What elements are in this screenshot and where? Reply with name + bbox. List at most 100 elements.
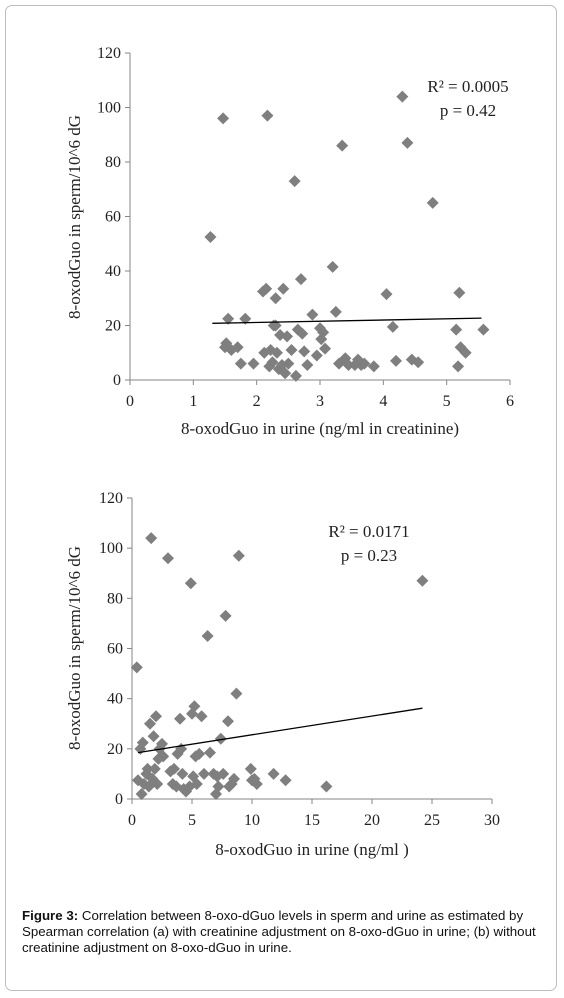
- data-point: [146, 772, 159, 785]
- data-point: [358, 357, 371, 370]
- data-point: [184, 577, 197, 590]
- data-point: [277, 282, 290, 295]
- data-point: [222, 312, 235, 325]
- data-point: [453, 286, 466, 299]
- data-point: [174, 712, 186, 725]
- data-point: [260, 282, 273, 295]
- data-point: [212, 780, 225, 793]
- data-point: [193, 747, 206, 760]
- x-tick-label: 4: [379, 393, 387, 410]
- data-point: [248, 772, 261, 785]
- y-tick-label: 0: [113, 372, 121, 389]
- data-point: [289, 369, 302, 382]
- data-point: [217, 767, 230, 780]
- y-tick-label: 60: [105, 209, 121, 226]
- data-point: [459, 346, 472, 359]
- x-axis-label: 8-oxodGuo in urine (ng/ml in creatinine): [181, 419, 459, 438]
- x-tick-label: 30: [484, 812, 500, 829]
- data-point: [228, 772, 240, 785]
- chart-b: 0 20 40 60 80 100 120 0 5 10 15 20 25 30 8-oxodGuo in …: [65, 490, 500, 859]
- data-point: [147, 730, 160, 743]
- y-tick-label: 20: [107, 741, 123, 758]
- y-tick-label: 20: [105, 318, 121, 335]
- data-point: [188, 700, 201, 713]
- data-point: [244, 762, 257, 775]
- data-point: [342, 359, 355, 372]
- data-point: [301, 359, 314, 372]
- data-point: [231, 341, 244, 354]
- p-value-annotation: p = 0.23: [341, 546, 397, 565]
- y-tick-label: 40: [105, 263, 121, 280]
- data-point: [222, 715, 234, 728]
- data-point: [412, 356, 425, 369]
- data-point: [151, 777, 164, 790]
- data-point: [295, 273, 307, 286]
- data-point: [157, 750, 170, 763]
- data-point: [234, 357, 247, 370]
- caption-label: Figure 3:: [22, 908, 79, 923]
- data-point: [396, 90, 409, 103]
- p-value-annotation: p = 0.42: [440, 101, 496, 120]
- chart-a: 0 20 40 60 80 100 120 0 1 2 3 4 5 6 8-oxodGuo in urine…: [65, 45, 514, 438]
- data-point: [306, 308, 319, 321]
- x-tick-label: 3: [316, 393, 324, 410]
- y-tick-label: 80: [107, 590, 123, 607]
- data-point: [170, 780, 183, 793]
- y-tick-label: 40: [107, 691, 123, 708]
- data-point: [135, 787, 148, 800]
- data-point: [281, 330, 294, 343]
- y-tick-label: 100: [99, 540, 123, 557]
- data-point: [250, 777, 263, 790]
- data-point: [288, 175, 301, 188]
- x-tick-label: 15: [304, 812, 320, 829]
- data-point: [148, 762, 161, 775]
- data-point: [204, 230, 217, 243]
- x-tick-label: 25: [424, 812, 440, 829]
- data-point: [267, 767, 280, 780]
- y-axis-label: 8-oxodGuo in sperm/10^6 dG: [65, 546, 84, 750]
- data-point: [141, 762, 154, 775]
- data-point: [180, 785, 192, 798]
- y-tick-label: 120: [97, 45, 121, 62]
- x-tick-label: 1: [189, 393, 197, 410]
- x-tick-label: 5: [443, 393, 451, 410]
- x-tick-label: 10: [244, 812, 260, 829]
- data-point: [367, 360, 380, 373]
- y-tick-label: 100: [97, 100, 121, 117]
- data-point: [426, 196, 439, 209]
- figure-frame: [5, 5, 557, 991]
- data-point: [204, 746, 216, 759]
- data-point: [390, 354, 402, 367]
- r-squared-annotation: R² = 0.0171: [328, 522, 409, 541]
- data-point: [156, 737, 168, 750]
- data-point: [145, 532, 158, 545]
- data-point: [195, 710, 208, 723]
- data-point: [217, 112, 230, 125]
- figure-caption: Figure 3: Correlation between 8-oxo-dGuo…: [22, 908, 542, 956]
- data-point: [336, 139, 349, 152]
- data-point: [296, 327, 309, 340]
- data-point: [190, 777, 203, 790]
- data-point: [279, 774, 292, 787]
- data-point: [319, 342, 332, 355]
- data-point: [150, 710, 162, 723]
- data-point: [130, 661, 143, 674]
- data-point: [162, 552, 174, 565]
- data-point: [214, 732, 227, 745]
- data-point: [144, 717, 156, 730]
- data-point: [452, 360, 465, 373]
- x-tick-label: 5: [188, 812, 196, 829]
- data-point: [266, 356, 279, 369]
- y-tick-label: 60: [107, 641, 123, 658]
- data-point: [310, 349, 323, 362]
- data-point: [201, 629, 214, 642]
- x-tick-label: 0: [126, 393, 134, 410]
- data-point: [219, 609, 232, 622]
- data-point: [450, 323, 463, 336]
- data-point: [320, 780, 333, 793]
- data-point: [282, 357, 295, 370]
- data-point: [198, 767, 210, 780]
- data-point: [380, 288, 393, 301]
- data-point: [326, 260, 339, 273]
- data-point: [401, 136, 414, 149]
